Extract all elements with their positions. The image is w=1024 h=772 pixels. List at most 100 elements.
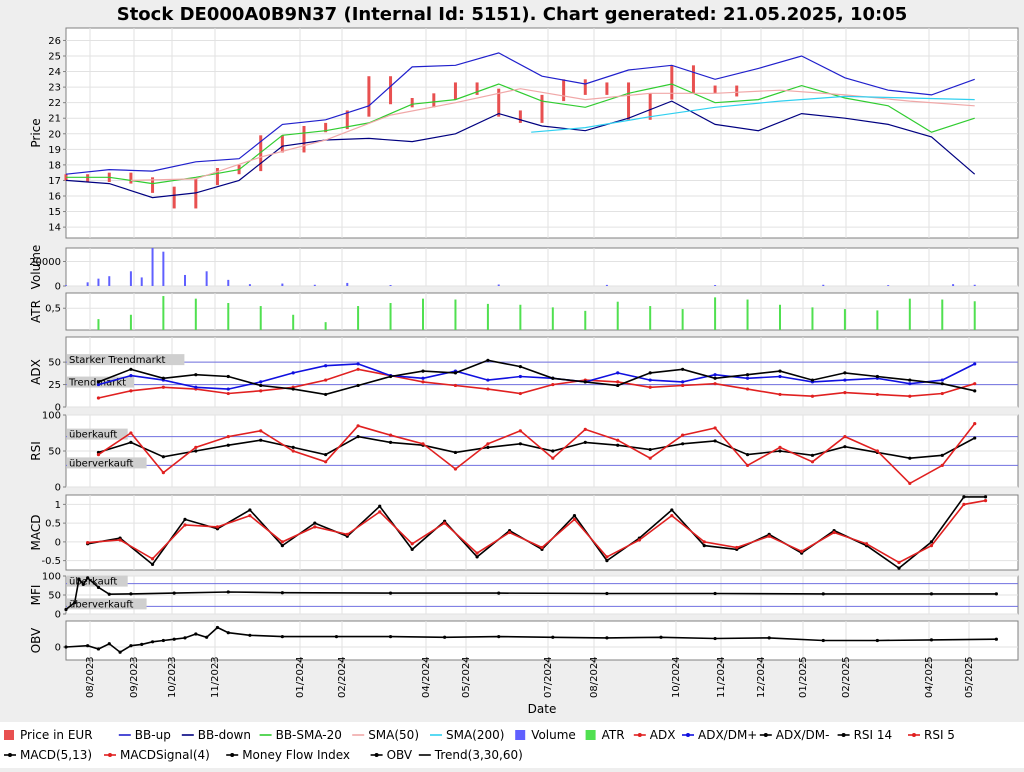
point-macdsignal-4--16 [605, 555, 609, 559]
zone-label-bg-rsi-0 [67, 428, 128, 440]
point-macdsignal-4--20 [735, 545, 739, 550]
point-money-flow-index-12 [497, 591, 501, 595]
volume-bar-16 [497, 284, 500, 286]
point-rsi-5-6 [291, 449, 295, 453]
price-bar-24 [583, 79, 587, 95]
y-tick-label-adx-0: 0 [55, 403, 61, 414]
series-macdsignal-4- [86, 499, 988, 565]
point-macd-5-13--16 [605, 559, 609, 563]
atr-bar-17 [649, 306, 652, 330]
legend-item-4: SMA(50) [352, 728, 419, 742]
point-macd-5-13--3 [183, 517, 187, 521]
point-obv-5 [129, 644, 133, 648]
point-adx-dm--3 [194, 373, 198, 377]
point-rsi-5-19 [713, 426, 717, 430]
atr-bar-18 [681, 309, 684, 330]
volume-bar-21 [952, 284, 955, 286]
point-rsi-14-8 [356, 435, 360, 439]
legend-label: ADX/DM+ [698, 728, 757, 742]
zone-label-rsi-0: überkauft [69, 430, 117, 441]
line-bb-sma-20 [66, 83, 975, 185]
point-obv-24 [713, 636, 717, 641]
point-rsi-5-17 [648, 456, 652, 460]
atr-bar-16 [616, 301, 619, 330]
legend-dot [686, 733, 690, 737]
point-rsi-5-13 [518, 429, 522, 433]
point-macdsignal-4--2 [150, 557, 155, 561]
atr-bar-6 [292, 314, 295, 330]
legend-label: SMA(50) [368, 728, 419, 742]
point-money-flow-index-7 [129, 592, 133, 596]
y-axis-label-macd: MACD [29, 515, 43, 551]
atr-bar-13 [519, 304, 522, 330]
zone-label-bg-adx-1 [67, 376, 134, 388]
x-tick-label-11: 11/2024 [716, 656, 727, 698]
atr-bar-26 [941, 299, 944, 330]
point-rsi-5-16 [616, 438, 620, 442]
legend-item-5: SMA(200) [430, 728, 504, 742]
legend-label: BB-down [198, 728, 251, 742]
x-tick-label-12: 12/2024 [756, 656, 767, 698]
point-adx-24 [875, 392, 879, 397]
volume-bar-19 [822, 284, 825, 286]
point-obv-7 [150, 640, 155, 644]
point-rsi-14-4 [226, 443, 230, 447]
point-rsi-14-19 [713, 439, 717, 443]
panel-adx: 0 25 50 ADX Starker Trendmarkt Trendmarkt [29, 336, 1019, 414]
legend-swatch [585, 730, 596, 740]
volume-bar-3 [108, 276, 111, 286]
point-rsi-5-12 [486, 442, 490, 446]
point-money-flow-index-16 [929, 592, 934, 596]
series-atr [97, 296, 976, 330]
point-adx-13 [518, 391, 522, 396]
legend-label: ATR [602, 728, 625, 742]
y-axis-label-volume: Volume [29, 245, 43, 290]
legend-item-0: Price in EUR [4, 728, 93, 742]
price-bar-28 [670, 65, 674, 100]
legend-label: ADX [650, 728, 676, 742]
price-bar-21 [518, 110, 522, 123]
point-adx-dm--13 [518, 365, 522, 369]
y-tick-label-macd-2: 0.5 [45, 519, 61, 530]
point-macd-5-13--18 [670, 508, 674, 512]
y-axis-label-obv: OBV [29, 627, 43, 653]
price-bar-29 [691, 65, 695, 94]
point-adx-dm--2 [161, 376, 165, 380]
point-adx-dm--11 [453, 371, 458, 375]
legend-label: Price in EUR [20, 728, 93, 742]
y-tick-label-price-7: 21 [48, 114, 61, 125]
point-macdsignal-4--11 [443, 521, 447, 525]
point-rsi-14-20 [745, 453, 750, 457]
y-tick-label-macd-0: -0.5 [41, 556, 61, 567]
x-tick-label-2: 10/2023 [167, 656, 178, 698]
x-tick-label-1: 09/2023 [129, 656, 140, 698]
point-money-flow-index-13 [605, 591, 609, 596]
point-adx-dm--4 [226, 387, 230, 391]
plot-area-adx [65, 336, 1019, 408]
price-bar-14 [367, 76, 371, 117]
point-adx-dm--16 [616, 383, 620, 388]
line-adx-dm- [98, 359, 975, 396]
y-tick-label-adx-1: 25 [48, 380, 61, 391]
volume-bar-2 [97, 278, 100, 286]
y-tick-label-adx-2: 50 [48, 358, 61, 369]
series-bb-up [65, 52, 975, 175]
legend-label: MACD(5,13) [20, 748, 92, 762]
point-rsi-14-15 [583, 440, 587, 444]
y-tick-label-price-6: 20 [48, 129, 61, 140]
point-rsi-14-23 [843, 445, 847, 449]
point-rsi-5-22 [810, 460, 815, 464]
volume-bar-10 [227, 279, 230, 286]
point-rsi-14-22 [810, 453, 815, 457]
series-adx-dm- [96, 358, 977, 397]
point-adx-14 [551, 382, 555, 387]
y-axis-label-price: Price [29, 118, 43, 147]
price-bar-16 [410, 98, 414, 108]
legend-label: OBV [387, 748, 413, 762]
point-adx-dm--15 [583, 380, 587, 384]
panel-macd: -0.5 0 0.5 1 MACD [29, 494, 1019, 571]
point-macdsignal-4--22 [800, 549, 804, 553]
panels-layer: 14 15 16 17 18 19 20 21 22 23 24 25 26 Price 0 20000Vol… [29, 27, 1019, 698]
point-macdsignal-4--28 [983, 499, 988, 503]
volume-bar-13 [313, 284, 316, 286]
